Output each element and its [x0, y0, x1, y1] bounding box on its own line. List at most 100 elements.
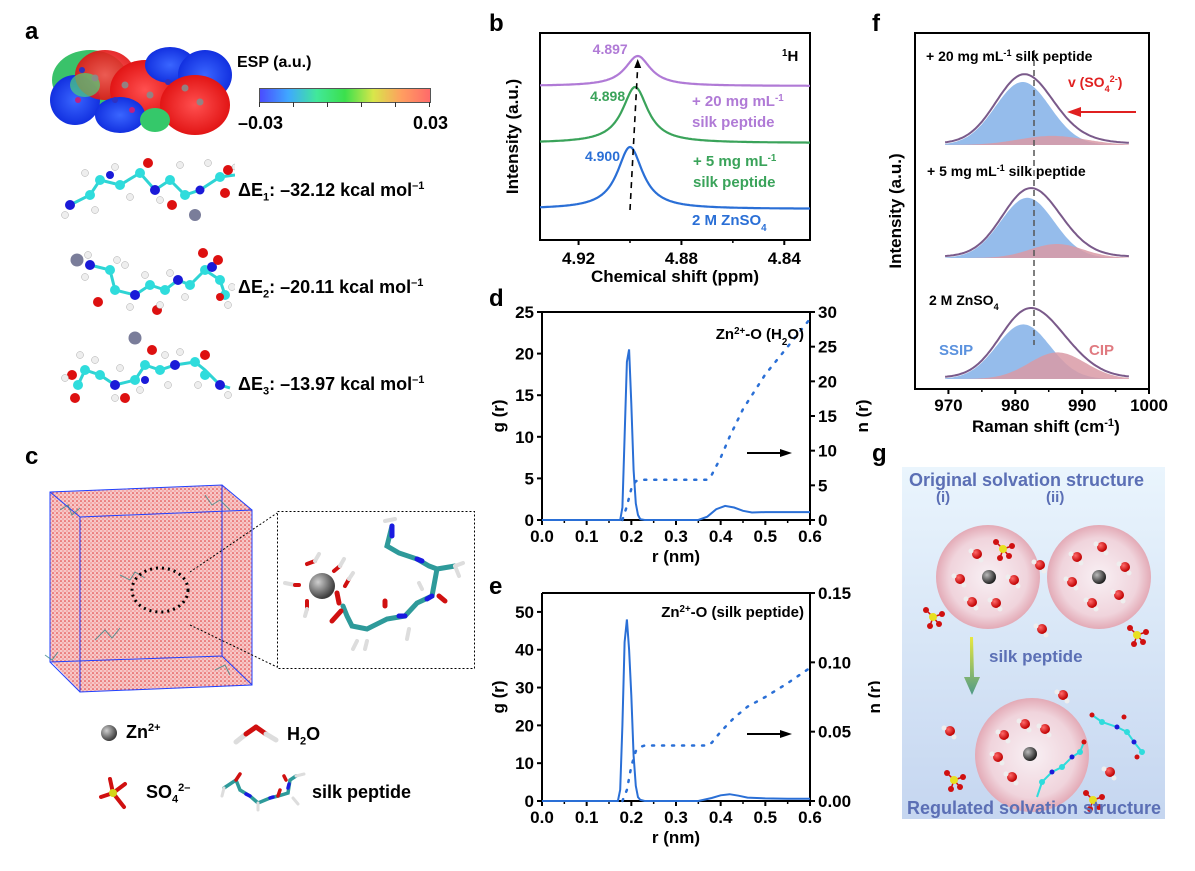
x-tick-label: 0.3	[664, 527, 688, 546]
x-tick-label: 0.0	[530, 808, 554, 827]
series-label-5mg-line1: + 5 mg mL-1	[693, 153, 777, 171]
binding-energy-1-sup: –1	[412, 180, 425, 192]
plot-frame	[539, 32, 811, 241]
chart-b-nmr: 4.92 4.88 4.84 Chemical shift (ppm) Intensit…	[503, 32, 811, 286]
rdf-title-part: 2+	[734, 326, 745, 337]
regulated-structure-title: Regulated solvation structure	[907, 798, 1162, 818]
solvation-schematic	[922, 525, 1151, 813]
panel-label-c: c	[25, 443, 39, 470]
x-axis-label-part: -1	[1104, 417, 1114, 429]
panel-label-b: b	[489, 10, 504, 37]
rdf-title: Zn2+-O (H2O)	[716, 326, 804, 348]
series-label-20mg-line1-part: + 20 mg mL	[692, 93, 775, 110]
legend-sulfate-label: SO42–	[146, 782, 190, 806]
y-right-tick-label: 20	[818, 372, 837, 391]
x-axis-label-part: )	[1114, 417, 1120, 436]
series-label-5mg-line1-part: -1	[768, 153, 777, 164]
colorbar-ticks	[259, 102, 430, 107]
legend-zn-label: Zn2+	[126, 722, 161, 743]
binding-energy-3: ΔE3: –13.97 kcal mol–1	[238, 374, 424, 398]
nmr-spectrum-line	[540, 145, 810, 210]
y-tick-label: 25	[515, 303, 534, 322]
series-label-20mg-part: silk peptide	[1012, 48, 1093, 64]
cip-fit-area	[945, 352, 1129, 379]
peak-value-label: 4.898	[590, 88, 625, 104]
y-right-tick-label: 10	[818, 442, 837, 461]
sulfate-band-annotation: v (SO42-)	[1068, 74, 1122, 94]
x-tick-label: 4.92	[562, 249, 595, 268]
silk-peptide-icon	[220, 772, 306, 812]
raman-envelope-line	[945, 307, 1129, 378]
coordination-number-line	[621, 666, 812, 803]
arrow-head	[634, 59, 642, 68]
ssip-fit-area	[945, 82, 1129, 145]
legend-silk-peptide-label: silk peptide	[312, 782, 412, 802]
peptide-zn-complex-1	[61, 158, 235, 221]
rdf-title-part: 2	[782, 337, 788, 348]
legend-sulfate-sub: 4	[172, 793, 179, 806]
peptide-zn-complex-3	[61, 331, 232, 403]
binding-energy-2-value: : –20.11 kcal mol	[269, 277, 412, 297]
x-tick-label: 0.5	[754, 808, 778, 827]
original-structure-title: Original solvation structure	[909, 470, 1145, 490]
binding-energy-1-label: ΔE	[238, 180, 263, 200]
y-right-tick-label: 5	[818, 476, 827, 495]
legend-sulfate-text: SO	[146, 782, 173, 802]
series-label-20mg: + 20 mg mL-1 silk peptide	[926, 48, 1093, 64]
panel-label-d: d	[489, 285, 504, 312]
plot-frame	[914, 32, 1150, 390]
y-right-axis-label: n (r)	[865, 680, 880, 713]
binding-energy-3-value: : –13.97 kcal mol	[269, 374, 413, 394]
series-label-5mg-line2: silk peptide	[693, 174, 776, 191]
y-tick-label: 0	[525, 511, 534, 530]
y-right-tick-label: 30	[818, 303, 837, 322]
legend-water-label: H2O	[287, 724, 320, 748]
rdf-line	[542, 349, 810, 521]
peak-shift-arrow	[629, 65, 639, 211]
x-tick-label: 0.0	[530, 527, 554, 546]
series-label-znso4-part: 2 M ZnSO	[692, 212, 762, 229]
coordination-number-line	[621, 317, 812, 522]
y-tick-label: 5	[525, 469, 534, 488]
right-axis-arrow-head	[780, 730, 792, 738]
sulfate-band-annotation-part: )	[1118, 74, 1123, 90]
colorbar-min-label: –0.03	[238, 113, 284, 133]
binding-energy-1: ΔE1: –32.12 kcal mol–1	[238, 180, 424, 204]
sulfate-band-annotation-part: 2-	[1110, 74, 1118, 84]
chart-d-rdf-water: 0.0 0.1 0.2 0.3 0.4 0.5 0.60510152025051015202…	[489, 303, 872, 566]
y-right-tick-label: 0.15	[818, 584, 851, 603]
panel-a: ESP (a.u.) –0.03 0.03 ΔE1: –32.12 kcal m…	[0, 0, 470, 430]
y-tick-label: 30	[515, 679, 534, 698]
y-right-tick-label: 25	[818, 338, 837, 357]
x-tick-label: 970	[934, 396, 962, 415]
binding-energy-2-sub: 2	[262, 288, 270, 301]
binding-energy-3-label: ΔE	[238, 374, 263, 394]
legend-zn-text: Zn	[126, 722, 148, 742]
x-axis-label-part: Raman shift (cm	[972, 417, 1104, 436]
x-tick-label: 0.4	[709, 808, 733, 827]
panel-label-e: e	[489, 573, 503, 600]
x-tick-label: 0.2	[620, 808, 644, 827]
y-right-tick-label: 15	[818, 407, 837, 426]
arrow-label-silk-peptide: silk peptide	[989, 647, 1083, 666]
panel-label-a: a	[25, 18, 39, 45]
y-tick-label: 10	[515, 754, 534, 773]
series-label-5mg-part: silk peptide	[1005, 163, 1086, 179]
right-axis-arrow-head	[780, 449, 792, 457]
series-label-20mg-part: + 20 mg mL	[926, 48, 1004, 64]
x-tick-label: 0.3	[664, 808, 688, 827]
y-right-tick-label: 0.10	[818, 653, 851, 672]
water-molecule-icon	[233, 724, 279, 745]
label-i: (i)	[936, 489, 951, 506]
nucleus-label-part: H	[787, 48, 798, 65]
nmr-spectrum-line	[540, 54, 810, 87]
x-tick-label: 0.2	[620, 527, 644, 546]
y-right-tick-label: 0.00	[818, 792, 851, 811]
ssip-fit-area	[945, 197, 1129, 258]
series-label-5mg: + 5 mg mL-1 silk peptide	[927, 163, 1086, 179]
y-right-tick-label: 0.05	[818, 723, 851, 742]
binding-energy-1-value: : –32.12 kcal mol	[269, 180, 413, 200]
x-tick-label: 0.4	[709, 527, 733, 546]
shift-arrow-head	[1067, 107, 1081, 117]
